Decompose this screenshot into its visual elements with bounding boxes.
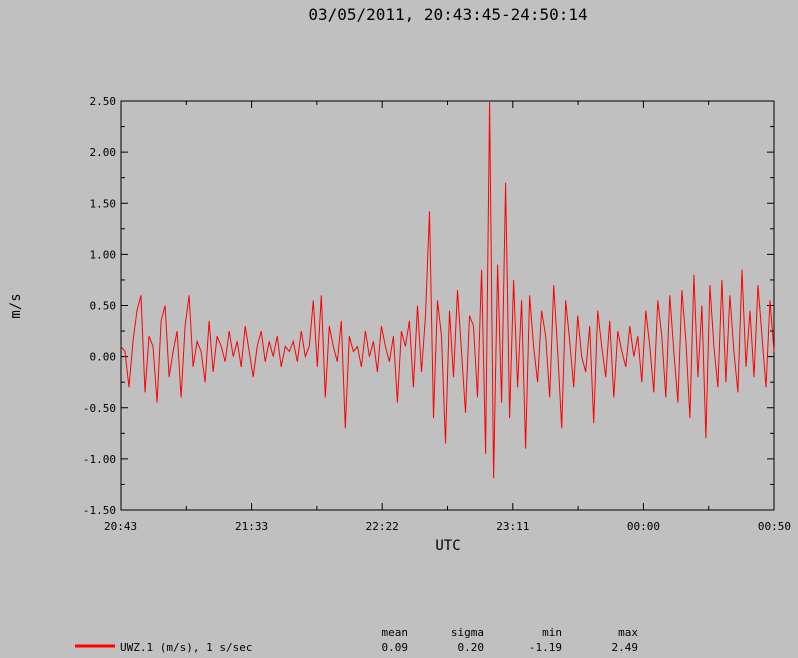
stats-header-max: max — [618, 626, 638, 639]
x-tick-label-1: 21:33 — [235, 520, 268, 533]
y-tick-label-0: 2.50 — [90, 95, 117, 108]
stats-value-min: -1.19 — [529, 641, 562, 654]
series-line-0 — [120, 101, 775, 479]
legend: UWZ.1 (m/s), 1 s/sec — [75, 641, 252, 654]
y-tick-label-7: -1.00 — [83, 453, 116, 466]
y-tick-label-5: 0.00 — [90, 351, 117, 364]
stats-header-sigma: sigma — [451, 626, 484, 639]
stats-header-min: min — [542, 626, 562, 639]
stats-value-sigma: 0.20 — [458, 641, 485, 654]
stats-header-mean: mean — [382, 626, 409, 639]
y-tick-label-3: 1.00 — [90, 248, 117, 261]
stats-table: mean sigma min max 0.09 0.20 -1.19 2.49 — [382, 626, 639, 654]
x-tick-label-3: 23:11 — [496, 520, 529, 533]
y-tick-label-2: 1.50 — [90, 197, 117, 210]
y-tick-label-6: -0.50 — [83, 402, 116, 415]
y-axis: 2.50 2.00 1.50 1.00 0.50 0.00 -0.50 -1.00 -1.50 — [83, 95, 774, 517]
y-axis-label: m/s — [8, 293, 24, 318]
y-tick-label-8: -1.50 — [83, 504, 116, 517]
x-axis: 20:43 21:33 22:22 23:11 00:00 00:50 — [104, 101, 791, 533]
x-tick-label-4: 00:00 — [627, 520, 660, 533]
stats-value-mean: 0.09 — [382, 641, 409, 654]
x-tick-label-2: 22:22 — [366, 520, 399, 533]
x-axis-label: UTC — [435, 538, 460, 554]
plot-frame — [120, 100, 775, 511]
x-tick-label-0: 20:43 — [104, 520, 137, 533]
chart-title: 03/05/2011, 20:43:45-24:50:14 — [308, 5, 587, 24]
stats-value-max: 2.49 — [612, 641, 639, 654]
x-tick-label-5: 00:50 — [758, 520, 791, 533]
y-tick-label-1: 2.00 — [90, 146, 117, 159]
y-tick-label-4: 0.50 — [90, 300, 117, 313]
legend-label: UWZ.1 (m/s), 1 s/sec — [120, 641, 252, 654]
series-group — [120, 101, 775, 479]
